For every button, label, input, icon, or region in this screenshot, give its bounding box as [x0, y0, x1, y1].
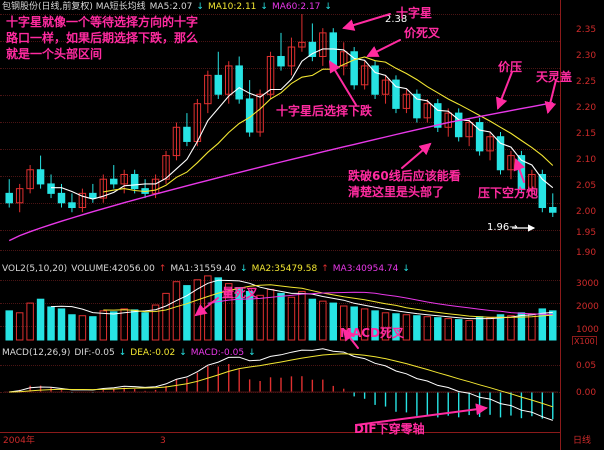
vol-ma1-value: MA1:31559.40 [170, 264, 237, 274]
annotation-doji-then-fall: 十字星后选择下跌 [276, 104, 373, 118]
x-axis-line [0, 432, 560, 433]
ma5-value: MA5:2.07 [149, 2, 193, 12]
volume-arrow-icon: ↑ [158, 264, 167, 274]
ma60-value: MA60:2.17 [271, 2, 321, 12]
ma10-arrow-icon: ↓ [260, 2, 268, 12]
volume-value: VOLUME:42056.00 [71, 264, 155, 274]
volume-panel-header: VOL2(5,10,20) VOLUME:42056.00 ↑ MA1:31559.4… [2, 264, 414, 274]
annotation-dif-cross-zero: DIF下穿零轴 [354, 422, 425, 436]
macd-ytick: 0.05 [576, 361, 597, 371]
instrument-title: 包钢股份(日线,前复权) MA短长均线 [2, 2, 146, 12]
annotation-price-pressure: 价压 [498, 60, 523, 74]
price-ytick: 1.90 [576, 248, 597, 258]
vol-ma3-arrow-icon: ↓ [402, 264, 410, 274]
volume-indicator-title: VOL2(5,10,20) [2, 264, 68, 274]
ma60-arrow-icon: ↓ [324, 2, 332, 12]
dif-value: DIF:-0.05 [74, 348, 115, 358]
annotation-macd-death-cross: MACD死叉 [340, 326, 404, 340]
price-ytick: 1.95 [576, 228, 597, 238]
volume-ytick: 1000 [576, 325, 599, 335]
period-label[interactable]: 日线 [573, 436, 592, 446]
annotation-doji-crossroad-note: 十字星就像一个等待选择方向的十字 路口一样，如果后期选择下跌，那么 就是一个头部… [6, 14, 198, 62]
macd-indicator-title: MACD(12,26,9) [2, 348, 71, 358]
dif-arrow-icon: ↓ [118, 348, 127, 358]
macd-panel-header: MACD(12,26,9) DIF:-0.05 ↓ DEA:-0.02 ↓ MACD:-0… [2, 348, 260, 358]
annotation-line: 清楚这里是头部了 [348, 185, 445, 199]
dea-value: DEA:-0.02 [130, 348, 176, 358]
annotation-doji-star: 十字星 [396, 6, 433, 20]
price-ytick: 2.30 [576, 51, 597, 61]
price-ytick: 2.15 [576, 129, 597, 139]
annotation-line: 十字星就像一个等待选择方向的十字 [6, 15, 199, 29]
price-ytick: 2.10 [576, 155, 597, 165]
vol-ma2-arrow-icon: ↑ [321, 264, 329, 274]
macd-value: MACD:-0.05 [190, 348, 245, 358]
annotation-bear-cannon: 压下空方炮 [478, 186, 539, 200]
ma10-value: MA10:2.11 [207, 2, 257, 12]
price-ytick: 2.00 [576, 207, 597, 217]
macd-arrow-icon: ↓ [248, 348, 256, 358]
y-axis-line [560, 0, 561, 450]
annotation-volume-death-cross: 量死叉 [222, 286, 259, 300]
price-ytick: 2.25 [576, 77, 597, 87]
price-ytick: 2.05 [576, 181, 597, 191]
annotation-line: 跌破60线后应该能看 [348, 169, 461, 183]
vol-ma1-arrow-icon: ↓ [240, 264, 248, 274]
cursor-price-value: 2.38 [385, 14, 408, 25]
vol-ma3-value: MA3:40954.74 [332, 264, 399, 274]
x-axis-tick: 2004年 [3, 436, 35, 446]
x-axis-tick: 3 [160, 436, 166, 446]
volume-ytick: 3000 [576, 279, 599, 289]
dea-arrow-icon: ↓ [179, 348, 187, 358]
price-ytick: 2.35 [576, 25, 597, 35]
annotation-price-death-cross: 价死叉 [404, 26, 441, 40]
price-ytick: 2.20 [576, 103, 597, 113]
price-panel-header: 包钢股份(日线,前复权) MA短长均线 MA5:2.07 ↓ MA10:2.11 ↓ MA… [2, 2, 336, 12]
annotation-heaven-cap: 天灵盖 [536, 70, 573, 84]
annotation-line: 路口一样，如果后期选择下跌，那么 [6, 31, 199, 45]
volume-ytick: 2000 [576, 302, 599, 312]
annotation-line: 就是一个头部区间 [6, 47, 103, 61]
last-price-label: 1.96→ [487, 222, 518, 233]
ma5-arrow-icon: ↓ [196, 2, 204, 12]
macd-ytick: 0.00 [576, 388, 597, 398]
vol-ma2-value: MA2:35479.58 [251, 264, 318, 274]
annotation-break-ma60-note: 跌破60线后应该能看 清楚这里是头部了 [348, 168, 461, 200]
